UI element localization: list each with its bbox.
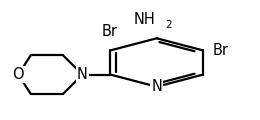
Text: 2: 2: [165, 20, 172, 30]
Text: Br: Br: [213, 43, 229, 58]
Text: O: O: [12, 67, 24, 82]
Text: N: N: [77, 67, 88, 82]
Text: NH: NH: [134, 12, 155, 27]
Text: N: N: [151, 79, 162, 94]
Text: Br: Br: [101, 24, 117, 39]
